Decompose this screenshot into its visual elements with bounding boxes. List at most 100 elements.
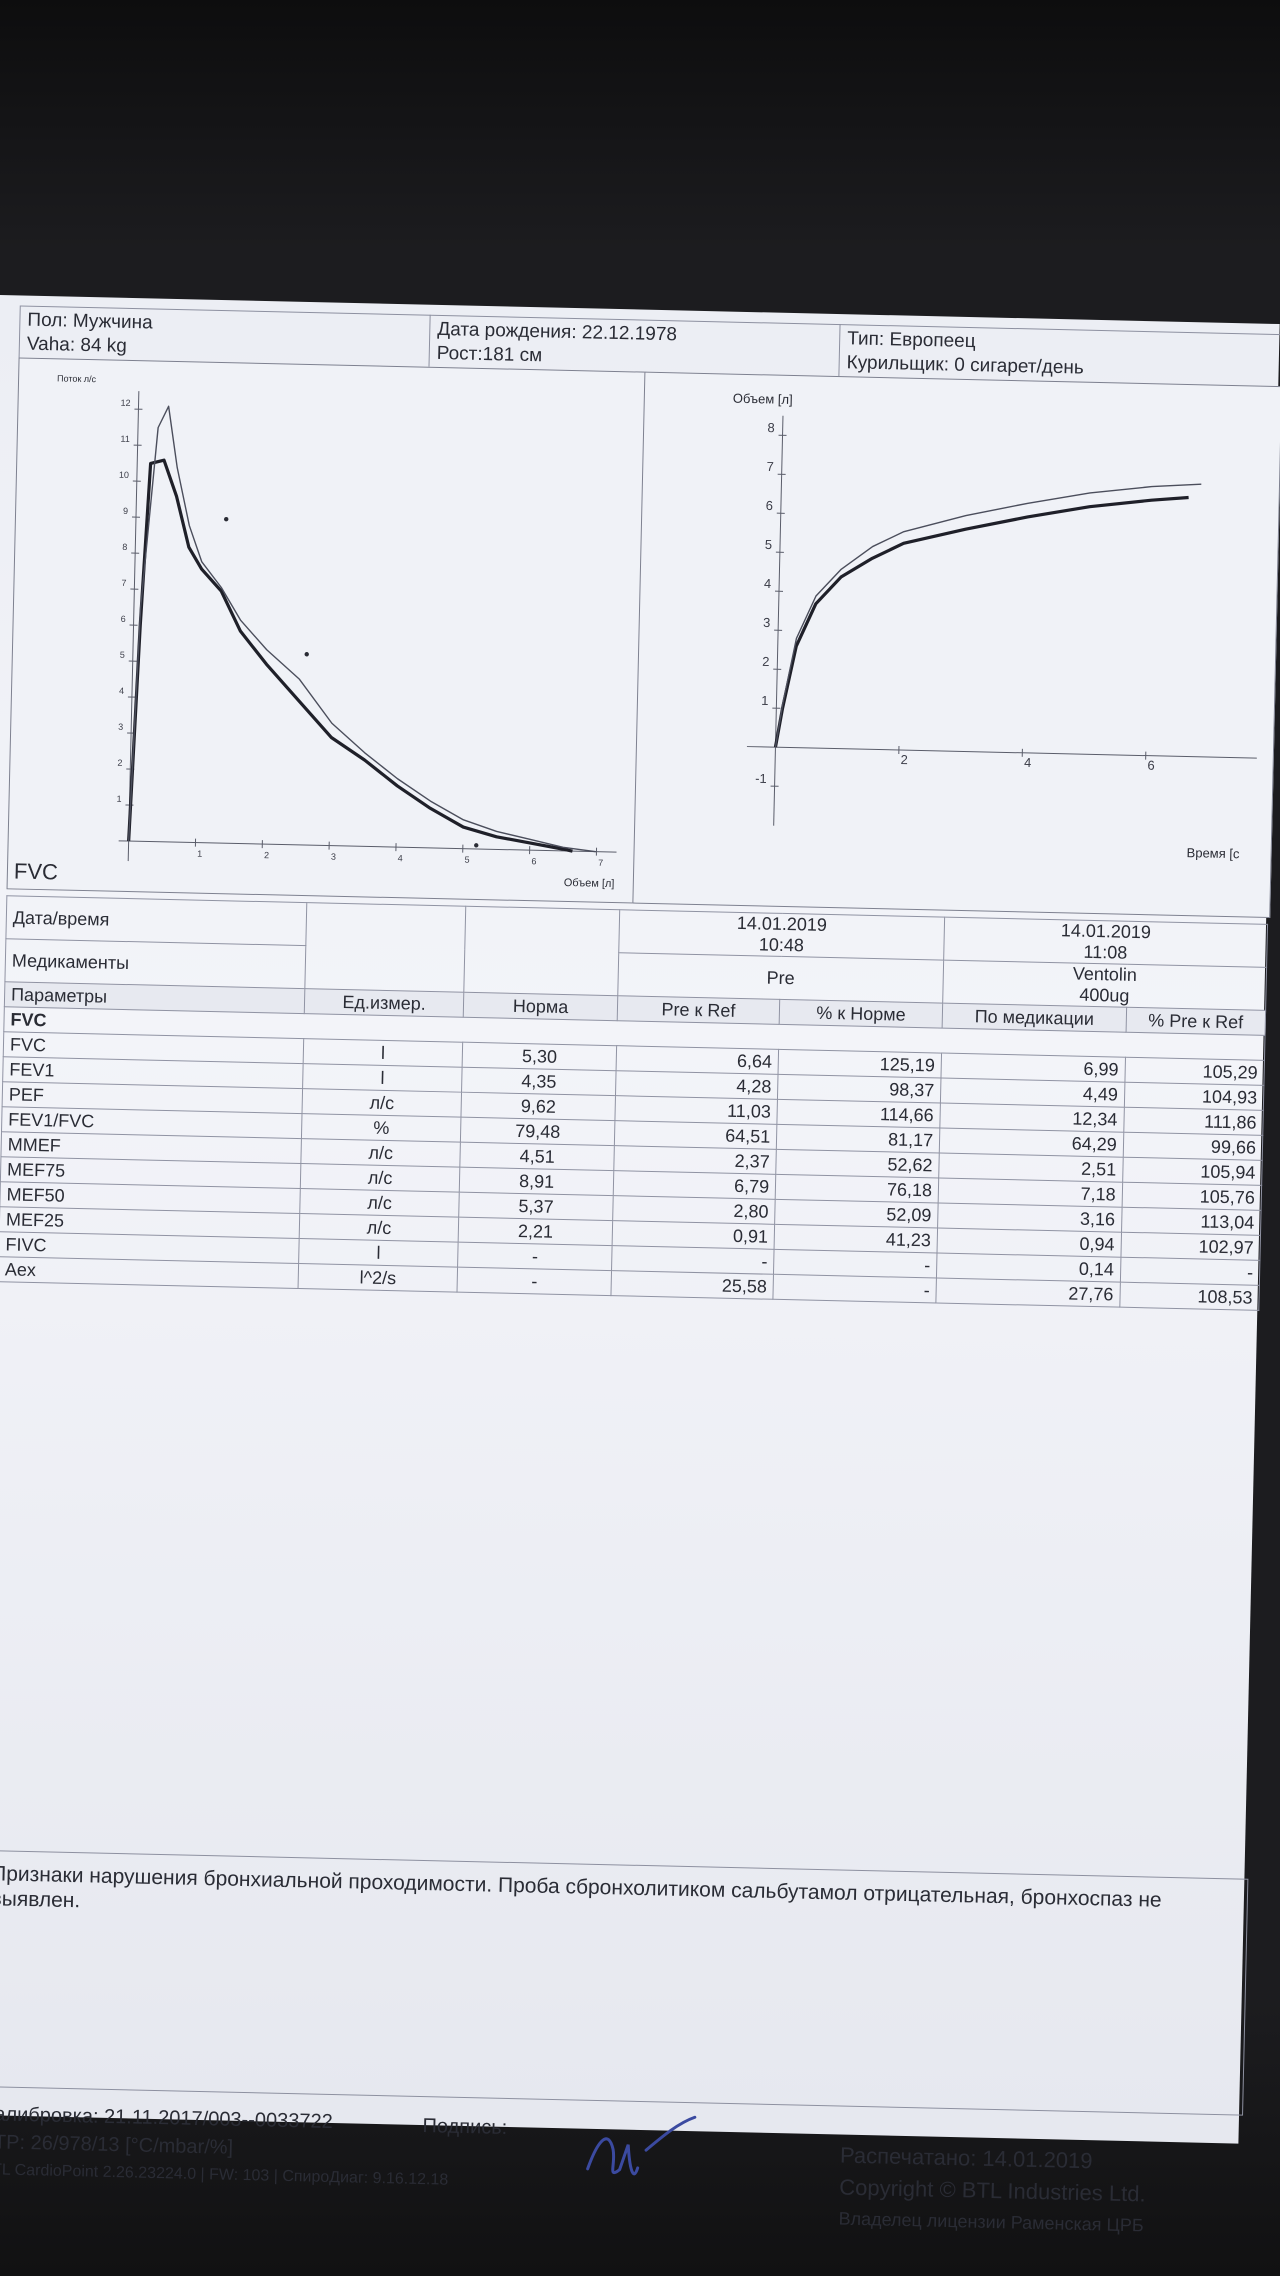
parameter-value: l — [302, 1063, 463, 1093]
parameter-value: 105,29 — [1124, 1057, 1265, 1086]
y-tick-label: 10 — [119, 470, 129, 480]
series-line-2 — [127, 405, 596, 853]
y-tick-label: 3 — [118, 722, 123, 732]
parameter-value: - — [457, 1267, 612, 1296]
y-axis — [773, 415, 784, 826]
column-header: Ед.измер. — [304, 988, 465, 1018]
parameter-value: 2,80 — [612, 1195, 776, 1225]
y-tick-label: 12 — [120, 398, 130, 408]
x-tick-label: 7 — [598, 858, 603, 868]
parameter-value: л/с — [300, 1163, 461, 1193]
x-tick-label: 4 — [1024, 755, 1032, 770]
parameter-value: - — [1120, 1257, 1260, 1286]
y-tick-label: 5 — [765, 537, 773, 552]
parameter-value: 9,62 — [461, 1092, 616, 1121]
license-owner: Владелец лицензии Раменская ЦРБ — [838, 2208, 1144, 2236]
parameter-value: 11,03 — [614, 1095, 778, 1125]
parameter-value: 105,94 — [1122, 1157, 1263, 1186]
parameter-value: - — [611, 1245, 775, 1275]
x-tick-label: 6 — [531, 856, 536, 866]
y-tick-label: 8 — [122, 542, 127, 552]
parameter-value: 81,17 — [776, 1124, 940, 1154]
x-tick-label: 2 — [900, 752, 908, 767]
y-tick-label: 1 — [761, 693, 769, 708]
fvc-caption: FVC — [13, 858, 59, 885]
parameter-value: 113,04 — [1121, 1207, 1262, 1236]
parameter-value: 105,76 — [1121, 1182, 1262, 1211]
parameter-value: 76,18 — [775, 1174, 939, 1204]
y-tick-label: 1 — [116, 794, 121, 804]
x-tick-label: 2 — [264, 850, 269, 860]
parameter-value: 25,58 — [610, 1270, 774, 1300]
parameter-value: 52,62 — [775, 1149, 940, 1179]
predicted-marker — [304, 652, 309, 657]
column-header: Pre к Ref — [617, 995, 780, 1025]
x-tick-label: 1 — [197, 849, 202, 859]
parameter-value: 0,91 — [611, 1220, 775, 1250]
x-axis — [746, 746, 1257, 759]
pre-datetime: 14.01.2019 10:48 — [618, 909, 945, 961]
patient-sex: Пол: Мужчина — [27, 309, 153, 334]
series-line-2 — [774, 483, 1202, 748]
patient-type: Тип: Европеец — [846, 328, 976, 353]
parameter-value: % — [301, 1113, 462, 1143]
parameter-value: 52,09 — [774, 1199, 939, 1229]
parameter-value: 125,19 — [778, 1049, 942, 1079]
parameter-value: 111,86 — [1123, 1107, 1264, 1136]
handwritten-signature — [586, 2115, 697, 2176]
post-datetime: 14.01.2019 11:08 — [943, 917, 1268, 968]
post-medication: Ventolin 400ug — [942, 960, 1267, 1011]
patient-weight: Vaha: 84 kg — [26, 333, 128, 357]
printed-date: Распечатано: 14.01.2019 — [839, 2142, 1093, 2174]
parameter-value: 108,53 — [1119, 1282, 1260, 1311]
parameter-value: 5,37 — [459, 1192, 614, 1221]
y-tick-label: 6 — [121, 614, 126, 624]
parameter-rows: FVC l 5,30 6,64 125,19 6,99 105,29 FEV1 l 4,35 4,2… — [0, 1031, 1265, 1311]
parameter-value: l^2/s — [297, 1263, 458, 1293]
copyright: Copyright © BTL Industries Ltd. — [839, 2174, 1146, 2207]
parameter-value: 102,97 — [1120, 1232, 1261, 1261]
patient-height: Рост:181 см — [436, 342, 543, 367]
parameter-value: 4,28 — [615, 1070, 779, 1100]
y-tick-label: 4 — [764, 576, 772, 591]
conclusion-text: Признаки нарушения бронхиальной проходим… — [0, 1862, 1162, 1913]
parameter-value: 41,23 — [774, 1224, 938, 1254]
predicted-marker — [474, 843, 479, 848]
signature-label: Подпись: — [422, 2115, 508, 2139]
column-header: Норма — [463, 992, 618, 1021]
time-axis-label: Время [с — [1186, 845, 1240, 862]
predicted-marker — [224, 516, 229, 522]
x-tick-label: 5 — [464, 855, 469, 865]
x-tick-label: 4 — [398, 853, 403, 863]
series-line-1 — [773, 495, 1189, 748]
y-tick-label: 6 — [766, 498, 774, 513]
parameter-value: 79,48 — [460, 1117, 615, 1146]
parameter-value: 2,21 — [458, 1217, 613, 1246]
x-tick-label: 3 — [331, 852, 336, 862]
y-tick-label: 2 — [762, 654, 770, 669]
volume-axis-label: Объем [л] — [563, 876, 615, 891]
atp-info: ATP: 26/978/13 [°C/mbar/%] — [0, 2131, 234, 2159]
parameter-value: л/с — [299, 1188, 460, 1218]
x-axis — [118, 840, 617, 853]
calibration-info: Калибровка: 21.11.2017/003--0033722 — [0, 2103, 333, 2134]
parameters-table: Дата/время 14.01.2019 10:48 14.01.2019 1… — [0, 895, 1268, 1311]
y-tick-label: 5 — [120, 650, 125, 660]
y-axis — [127, 391, 140, 862]
column-header: % Pre к Ref — [1125, 1007, 1266, 1036]
parameter-value: 114,66 — [777, 1099, 941, 1129]
volume-axis-label-right: Объем [л] — [732, 390, 793, 408]
parameter-value: 98,37 — [777, 1074, 942, 1104]
parameter-value: 5,30 — [462, 1042, 617, 1071]
parameter-value: л/с — [300, 1138, 461, 1168]
blank-cell — [464, 906, 620, 996]
y-tick-label: 7 — [121, 578, 126, 588]
parameter-value: - — [773, 1249, 938, 1279]
y-tick-label: 2 — [117, 758, 122, 768]
parameter-value: 104,93 — [1124, 1082, 1264, 1111]
report-sheet: Пол: Мужчина Vaha: 84 kg Дата рождения: … — [0, 295, 1280, 2235]
parameter-value: 64,51 — [614, 1120, 778, 1150]
y-tick-label: 9 — [123, 506, 128, 516]
software-info: BTL CardioPoint 2.26.23224.0 | FW: 103 |… — [0, 2161, 449, 2189]
